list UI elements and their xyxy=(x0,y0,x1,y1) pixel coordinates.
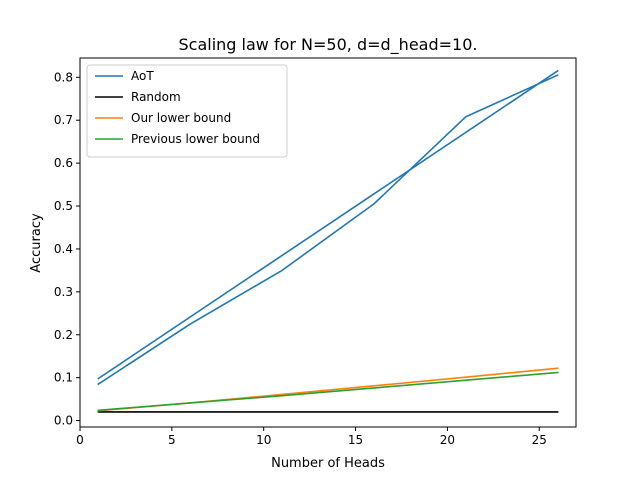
plot-area xyxy=(79,57,577,428)
chart-title: Scaling law for N=50, d=d_head=10. xyxy=(179,35,478,55)
y-tick-label: 0.1 xyxy=(54,371,73,385)
series-line-aot-0 xyxy=(97,74,559,386)
y-tick-label: 0.4 xyxy=(54,242,73,256)
series-line-previous-lower-bound-4 xyxy=(97,371,559,412)
y-tick-label: 0.8 xyxy=(54,70,73,84)
legend-entry-label: Previous lower bound xyxy=(131,132,260,146)
x-axis-ticks: 0 5 10 15 20 25 xyxy=(76,427,547,447)
y-tick-label: 0.7 xyxy=(54,113,73,127)
y-tick-label: 0.6 xyxy=(54,156,73,170)
legend-entry-label: Our lower bound xyxy=(131,111,231,125)
series-line-aot-fit-1 xyxy=(97,69,559,380)
x-tick-label: 20 xyxy=(440,433,455,447)
axes-frame xyxy=(79,57,577,428)
legend-box xyxy=(86,64,288,158)
legend-entry-label: Random xyxy=(131,90,181,104)
y-axis-ticks: 0.0 0.1 0.2 0.3 0.4 0.5 0.6 0.7 0.8 xyxy=(54,70,80,428)
x-tick-label: 0 xyxy=(76,433,84,447)
legend-entry-label: AoT xyxy=(131,69,154,83)
y-tick-label: 0.5 xyxy=(54,199,73,213)
x-axis-label: Number of Heads xyxy=(271,456,385,471)
y-tick-label: 0.0 xyxy=(54,414,73,428)
x-tick-label: 25 xyxy=(532,433,547,447)
x-tick-label: 15 xyxy=(348,433,363,447)
y-axis-label: Accuracy xyxy=(29,213,44,273)
x-tick-label: 5 xyxy=(168,433,176,447)
legend: AoT Random Our lower bound Previous lower b… xyxy=(86,64,288,158)
y-tick-label: 0.2 xyxy=(54,328,73,342)
x-tick-label: 10 xyxy=(256,433,271,447)
y-tick-label: 0.3 xyxy=(54,285,73,299)
